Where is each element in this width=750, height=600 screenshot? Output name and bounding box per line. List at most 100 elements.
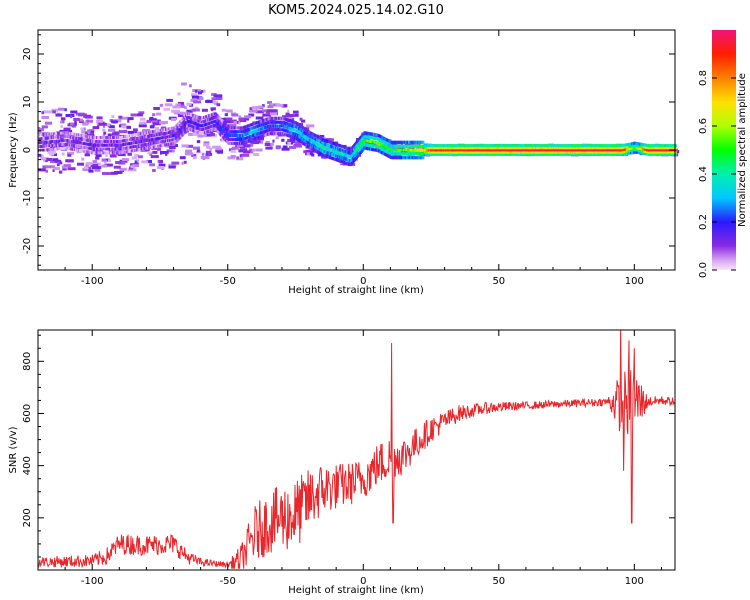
heatmap-cell (369, 142, 376, 146)
heatmap-cell (211, 97, 216, 101)
heatmap-cell (42, 110, 52, 114)
heatmap-cell (224, 113, 228, 117)
heatmap-cell (65, 114, 75, 117)
heatmap-cell (674, 146, 677, 150)
heatmap-cell (160, 163, 166, 167)
heatmap-cell (305, 149, 313, 153)
heatmap-cell (96, 122, 100, 126)
heatmap-cell (56, 163, 60, 167)
heatmap-cell (193, 156, 197, 160)
heatmap-cell (300, 119, 306, 123)
colorbar: 0.00.20.40.60.8 Normalized spectral ampl… (698, 30, 748, 278)
heatmap-cell (197, 149, 200, 153)
heatmap-cell (292, 110, 299, 114)
heatmap-cell (184, 152, 194, 156)
heatmap-cell (210, 107, 216, 111)
heatmap-cell (252, 140, 260, 144)
heatmap-cell (306, 124, 315, 128)
heatmap-cell (131, 156, 138, 160)
heatmap-cell (249, 109, 258, 113)
heatmap-cell (295, 113, 299, 117)
heatmap-cell (127, 168, 137, 172)
heatmap-cell (110, 171, 118, 175)
heatmap-cell (51, 108, 58, 112)
heatmap-cell (253, 153, 260, 157)
heatmap-cell (192, 132, 200, 136)
heatmap-cell (141, 137, 146, 141)
heatmap-cell (107, 123, 111, 127)
heatmap-cell (90, 163, 99, 167)
heatmap-cell (265, 111, 273, 115)
colorbar-tick-label: 0.2 (698, 214, 709, 230)
heatmap-cell (238, 115, 242, 119)
heatmap-cell (169, 132, 174, 136)
heatmap-cell (79, 118, 83, 122)
heatmap-cell (149, 163, 155, 167)
heatmap-cell (287, 138, 291, 142)
heatmap-cell (674, 148, 677, 152)
heatmap-cell (127, 130, 134, 134)
heatmap-cell (179, 156, 186, 160)
heatmap-cell (230, 149, 236, 153)
heatmap-cell (159, 120, 168, 124)
heatmap-cell (136, 159, 139, 163)
heatmap-cell (152, 122, 161, 126)
heatmap-cell (109, 154, 117, 158)
heatmap-cell (230, 155, 236, 158)
heatmap-cell (37, 131, 42, 135)
heatmap-cell (97, 162, 101, 166)
heatmap-cell (262, 113, 272, 117)
heatmap-cell (196, 140, 201, 144)
spectrogram-y-tick-label: -10 (22, 190, 33, 206)
heatmap-cell (67, 151, 75, 155)
heatmap-cell (163, 107, 170, 111)
heatmap-cell (51, 165, 56, 169)
heatmap-cell (309, 152, 313, 156)
heatmap-cell (49, 134, 54, 138)
colorbar-label: Normalized spectral amplitude (737, 73, 748, 227)
heatmap-cell (150, 155, 159, 159)
heatmap-cell (160, 126, 167, 130)
heatmap-cell (243, 130, 249, 134)
heatmap-cell (236, 156, 239, 160)
heatmap-cell (400, 150, 407, 154)
heatmap-cell (50, 160, 58, 164)
heatmap-cell (63, 127, 71, 131)
heatmap-cell (101, 164, 108, 168)
heatmap-cell (201, 152, 205, 156)
heatmap-cell (103, 131, 107, 135)
heatmap-cell (45, 169, 48, 173)
heatmap-cell (228, 128, 232, 132)
heatmap-cell (171, 118, 177, 121)
heatmap-cell (96, 120, 104, 123)
heatmap-cell (237, 144, 244, 148)
heatmap-cell (50, 145, 58, 149)
heatmap-cell (212, 145, 221, 149)
heatmap-cell (142, 129, 150, 133)
heatmap-cell (229, 120, 236, 124)
heatmap-cell (115, 161, 123, 164)
heatmap-cell (84, 153, 90, 157)
heatmap-cell (238, 117, 244, 121)
heatmap-cell (141, 133, 147, 137)
heatmap-cell (166, 149, 174, 153)
heatmap-cell (130, 165, 135, 169)
heatmap-cell (70, 110, 78, 114)
heatmap-cell (191, 153, 197, 157)
heatmap-cell (270, 142, 274, 146)
heatmap-cell (44, 121, 53, 125)
heatmap-cell (242, 150, 251, 154)
snr-plot-area (38, 330, 675, 570)
heatmap-cell (58, 170, 63, 174)
heatmap-cell (114, 171, 123, 174)
heatmap-cell (119, 116, 129, 120)
heatmap-cell (127, 152, 132, 156)
heatmap-cell (289, 138, 295, 142)
heatmap-cell (64, 108, 67, 112)
heatmap-cell (152, 113, 156, 117)
heatmap-cell (62, 167, 67, 171)
heatmap-cell (86, 119, 89, 123)
